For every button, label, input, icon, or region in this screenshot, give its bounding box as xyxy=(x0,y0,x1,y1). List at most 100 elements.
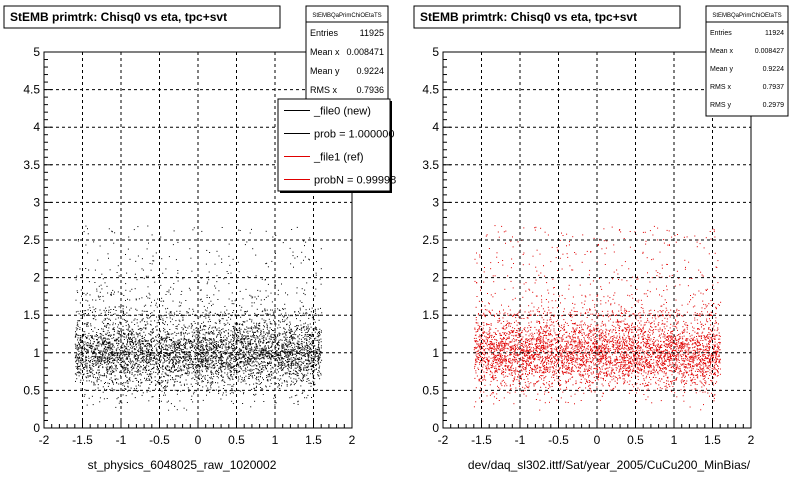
scatter-point xyxy=(205,357,207,359)
scatter-point xyxy=(76,378,78,380)
scatter-point xyxy=(112,328,114,330)
scatter-point xyxy=(124,362,126,364)
scatter-point xyxy=(288,355,290,357)
scatter-point xyxy=(299,347,301,349)
scatter-point xyxy=(113,293,115,295)
scatter-point xyxy=(248,337,250,339)
scatter-point xyxy=(200,340,202,342)
scatter-point xyxy=(286,361,288,363)
scatter-point xyxy=(82,354,84,356)
scatter-point xyxy=(164,352,166,354)
scatter-point xyxy=(282,350,283,352)
scatter-point xyxy=(212,332,214,334)
scatter-point xyxy=(102,375,104,377)
scatter-point xyxy=(170,367,172,369)
scatter-point xyxy=(138,351,139,353)
scatter-point xyxy=(311,317,313,319)
scatter-point xyxy=(122,329,124,331)
scatter-point xyxy=(286,360,288,362)
scatter-point xyxy=(141,348,143,350)
scatter-point xyxy=(84,333,86,335)
scatter-point xyxy=(298,358,300,360)
scatter-point xyxy=(268,355,270,357)
scatter-point xyxy=(260,331,262,333)
scatter-point xyxy=(139,354,141,356)
scatter-point xyxy=(192,360,194,362)
scatter-point xyxy=(318,331,320,333)
scatter-point xyxy=(99,309,101,311)
scatter-point xyxy=(230,357,232,359)
scatter-point xyxy=(247,342,249,344)
scatter-point xyxy=(257,347,259,349)
scatter-point xyxy=(172,333,174,335)
scatter-point xyxy=(283,316,285,318)
scatter-point xyxy=(293,360,295,362)
scatter-point xyxy=(227,273,229,274)
scatter-point xyxy=(195,327,197,329)
scatter-point xyxy=(134,354,135,356)
scatter-point xyxy=(277,342,279,343)
scatter-point xyxy=(297,343,299,345)
scatter-point xyxy=(242,324,244,326)
scatter-point xyxy=(205,355,207,357)
scatter-point xyxy=(257,331,259,333)
scatter-point xyxy=(256,350,258,351)
scatter-point xyxy=(208,271,210,273)
scatter-point xyxy=(138,381,139,383)
scatter-point xyxy=(178,369,180,371)
scatter-point xyxy=(262,352,264,354)
scatter-point xyxy=(146,314,148,316)
scatter-point xyxy=(82,341,84,343)
scatter-point xyxy=(152,363,154,365)
scatter-point xyxy=(283,380,285,381)
scatter-point xyxy=(267,363,268,364)
scatter-point xyxy=(299,344,301,346)
scatter-point xyxy=(283,336,285,338)
scatter-point xyxy=(103,337,105,339)
scatter-point xyxy=(294,348,296,350)
scatter-point xyxy=(174,346,176,348)
scatter-point xyxy=(166,360,168,361)
scatter-point xyxy=(103,340,105,342)
scatter-point xyxy=(133,348,135,350)
scatter-point xyxy=(210,378,212,380)
scatter-point xyxy=(83,310,85,312)
scatter-point xyxy=(263,356,265,358)
scatter-point xyxy=(260,376,261,378)
scatter-point xyxy=(205,359,207,361)
scatter-point xyxy=(206,371,208,373)
scatter-point xyxy=(207,333,209,335)
scatter-point xyxy=(155,388,156,390)
scatter-point xyxy=(221,356,223,358)
scatter-point xyxy=(104,349,106,351)
scatter-point xyxy=(263,299,265,301)
scatter-point xyxy=(306,350,308,352)
scatter-point xyxy=(272,372,274,374)
scatter-point xyxy=(272,355,274,357)
scatter-point xyxy=(308,317,310,319)
scatter-point xyxy=(131,288,133,290)
scatter-point xyxy=(136,333,138,335)
scatter-point xyxy=(291,396,293,398)
scatter-point xyxy=(224,331,225,333)
scatter-point xyxy=(306,363,308,364)
scatter-point xyxy=(224,339,226,340)
scatter-point xyxy=(168,409,170,411)
scatter-point xyxy=(288,372,290,374)
scatter-point xyxy=(101,375,103,377)
scatter-point xyxy=(213,367,215,369)
scatter-point xyxy=(137,333,139,335)
scatter-point xyxy=(195,342,197,344)
scatter-point xyxy=(129,344,131,346)
scatter-point xyxy=(283,351,285,353)
scatter-point xyxy=(194,353,196,355)
scatter-point xyxy=(109,356,111,358)
scatter-point xyxy=(216,350,218,352)
scatter-point xyxy=(307,353,308,355)
scatter-point xyxy=(152,355,154,357)
scatter-point xyxy=(295,345,297,347)
scatter-point xyxy=(206,297,208,298)
scatter-point xyxy=(148,333,150,335)
scatter-point xyxy=(167,307,169,309)
scatter-point xyxy=(173,230,175,232)
